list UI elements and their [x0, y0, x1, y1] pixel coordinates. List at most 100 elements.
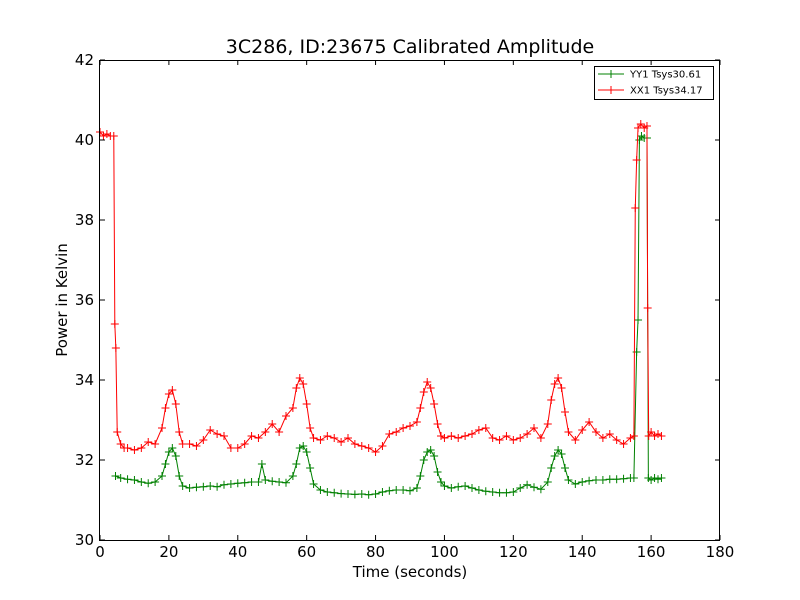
x-tick-label: 60	[297, 543, 316, 561]
data-point	[158, 424, 166, 432]
data-point	[578, 478, 587, 486]
data-point	[168, 444, 177, 452]
data-point	[192, 483, 201, 492]
data-point	[437, 478, 445, 486]
data-point	[423, 448, 432, 456]
data-point	[175, 472, 184, 480]
data-point	[299, 442, 308, 450]
data-point	[171, 452, 180, 460]
y-tick-label: 40	[75, 131, 94, 149]
data-point	[585, 476, 594, 485]
data-point	[509, 488, 518, 496]
data-point	[516, 434, 525, 442]
legend-marker	[607, 70, 615, 78]
data-point	[261, 428, 270, 436]
data-point	[543, 478, 552, 486]
data-point	[226, 444, 235, 452]
data-point	[502, 432, 511, 440]
data-point	[598, 434, 607, 442]
data-point	[481, 487, 490, 496]
data-point	[175, 428, 184, 436]
data-point	[399, 486, 408, 494]
data-point	[199, 436, 208, 444]
x-axis-label: Time (seconds)	[352, 563, 468, 581]
data-point	[412, 418, 421, 426]
data-point	[399, 424, 408, 432]
data-point	[523, 430, 532, 438]
data-point	[111, 344, 120, 352]
data-point	[213, 482, 222, 491]
data-point	[344, 490, 352, 498]
data-point	[454, 434, 463, 442]
data-point	[254, 434, 263, 442]
data-point	[585, 418, 594, 426]
data-point	[619, 474, 628, 483]
data-point	[364, 490, 373, 499]
data-point	[650, 432, 659, 440]
data-point	[564, 476, 573, 484]
data-point	[509, 436, 518, 444]
data-point	[288, 472, 297, 480]
data-point	[378, 442, 387, 450]
data-point	[137, 444, 146, 452]
data-point	[178, 482, 187, 490]
data-point	[392, 428, 401, 436]
x-tick-label: 0	[95, 543, 105, 561]
x-tick-label: 180	[706, 543, 735, 561]
data-point	[378, 488, 387, 496]
data-point	[282, 412, 290, 420]
data-point	[468, 484, 476, 492]
data-point	[99, 132, 108, 140]
data-point	[185, 440, 194, 448]
chart-title: 3C286, ID:23675 Calibrated Amplitude	[226, 36, 594, 58]
y-axis-label: Power in Kelvin	[53, 243, 71, 357]
data-point	[554, 446, 563, 454]
data-point	[550, 452, 559, 460]
data-point	[440, 482, 449, 490]
data-point	[406, 422, 414, 430]
legend-label: XX1 Tsys34.17	[630, 86, 703, 97]
data-point	[419, 388, 428, 396]
data-point	[295, 444, 304, 452]
data-point	[137, 478, 146, 486]
data-point	[130, 446, 139, 454]
data-point	[295, 374, 304, 382]
data-point	[350, 440, 359, 448]
data-point	[309, 434, 318, 442]
data-point	[631, 204, 640, 212]
data-point	[192, 442, 201, 450]
series-line	[99, 123, 662, 453]
legend: YY1 Tsys30.61 XX1 Tsys34.17	[594, 66, 714, 100]
data-point	[220, 480, 228, 489]
data-point	[634, 316, 643, 324]
data-point	[433, 420, 442, 428]
data-point	[302, 448, 311, 456]
data-point	[612, 436, 621, 444]
data-point	[488, 434, 497, 442]
data-point	[247, 432, 256, 440]
data-point	[144, 479, 153, 488]
data-point	[161, 404, 170, 412]
data-point	[657, 432, 666, 440]
data-point	[220, 432, 228, 440]
data-point	[636, 120, 645, 128]
data-point	[199, 482, 208, 491]
data-point	[629, 474, 638, 482]
data-point	[605, 475, 614, 484]
data-point	[536, 485, 545, 494]
data-point	[110, 320, 119, 328]
data-point	[309, 480, 318, 488]
data-point	[330, 488, 339, 497]
data-point	[206, 426, 215, 434]
data-point	[430, 400, 439, 408]
data-point	[302, 400, 311, 408]
data-point	[561, 464, 569, 472]
data-point	[642, 122, 651, 130]
data-point	[130, 476, 139, 484]
y-ticks: 30 32 34 36 38 40 42	[75, 51, 720, 549]
data-point	[171, 400, 180, 408]
data-point	[233, 444, 242, 452]
data-point	[650, 474, 659, 482]
data-point	[123, 475, 132, 484]
data-point	[557, 384, 566, 392]
